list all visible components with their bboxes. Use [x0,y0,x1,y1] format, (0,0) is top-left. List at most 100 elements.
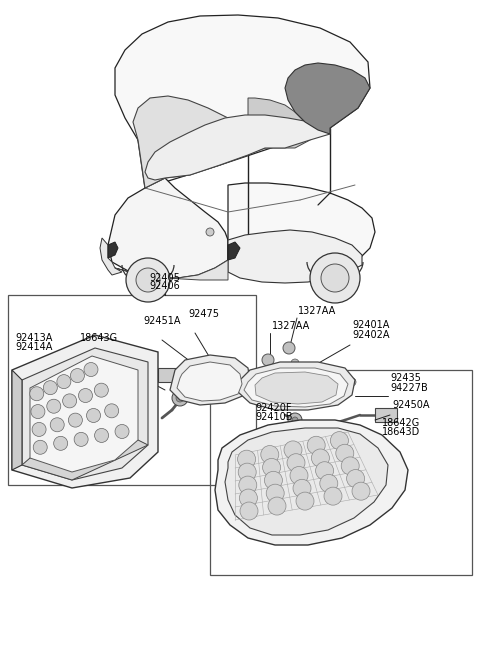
Circle shape [347,470,365,487]
Circle shape [115,424,129,438]
Circle shape [244,378,252,386]
Circle shape [310,253,360,303]
Polygon shape [133,96,265,188]
Circle shape [95,383,108,397]
Polygon shape [228,242,240,260]
Circle shape [352,482,370,500]
Text: 94227B: 94227B [390,383,428,393]
Circle shape [47,400,61,413]
Circle shape [324,487,342,505]
Text: 92414A: 92414A [15,342,52,352]
Text: 1327AA: 1327AA [298,306,336,316]
Circle shape [86,409,100,422]
Text: 92405: 92405 [150,273,180,283]
Polygon shape [108,242,118,258]
Circle shape [136,268,160,292]
Polygon shape [12,335,158,488]
Circle shape [74,432,88,446]
Circle shape [262,354,274,366]
Circle shape [263,458,281,476]
Circle shape [288,413,302,427]
Polygon shape [115,15,370,188]
Polygon shape [108,178,228,278]
Circle shape [68,413,83,427]
Circle shape [293,479,311,497]
Polygon shape [170,355,250,405]
Circle shape [172,390,188,406]
Text: 92410B: 92410B [255,412,292,422]
Polygon shape [177,362,242,401]
Circle shape [321,264,349,292]
Circle shape [30,386,44,401]
Text: 92420F: 92420F [255,403,291,413]
Circle shape [57,375,71,388]
Polygon shape [248,98,318,148]
Circle shape [320,474,338,493]
Circle shape [43,381,57,395]
Text: 18643D: 18643D [382,427,420,437]
Text: 92475: 92475 [188,309,219,319]
Polygon shape [228,230,362,283]
Circle shape [296,492,314,510]
Bar [210,370,472,575]
Circle shape [78,388,93,403]
Circle shape [341,457,359,475]
Polygon shape [30,356,138,472]
Circle shape [238,450,255,468]
Polygon shape [225,428,388,535]
Polygon shape [285,63,370,134]
Circle shape [54,436,68,451]
Polygon shape [12,370,22,470]
Circle shape [50,418,64,432]
Circle shape [266,484,284,502]
Circle shape [32,422,46,436]
Bar [8,295,256,485]
Circle shape [206,356,214,364]
Circle shape [240,502,258,520]
Polygon shape [115,260,228,280]
Polygon shape [244,368,348,407]
Circle shape [105,404,119,418]
Circle shape [283,342,295,354]
Circle shape [268,497,286,515]
Circle shape [240,489,257,507]
Polygon shape [22,440,148,480]
Circle shape [84,362,98,377]
Circle shape [71,369,84,383]
Circle shape [312,449,329,467]
Circle shape [33,440,47,455]
Circle shape [330,432,348,449]
Circle shape [126,258,170,302]
Circle shape [316,462,334,479]
Circle shape [261,445,279,464]
Text: 92402A: 92402A [352,330,389,340]
Text: 1327AA: 1327AA [272,321,310,331]
Text: 92435: 92435 [390,373,421,383]
Polygon shape [22,348,148,480]
Polygon shape [255,372,338,404]
Circle shape [348,378,356,386]
Text: 92401A: 92401A [352,320,389,330]
Text: 18643G: 18643G [80,333,118,343]
Polygon shape [215,420,408,545]
Circle shape [238,463,256,481]
Polygon shape [228,183,375,278]
Text: 92450A: 92450A [392,400,430,410]
Circle shape [287,454,305,472]
Circle shape [31,405,45,419]
Circle shape [336,444,354,462]
Bar [158,368,180,382]
Circle shape [264,472,282,489]
Circle shape [239,476,257,494]
Text: 18642G: 18642G [382,418,420,428]
Circle shape [290,466,308,485]
Bar [375,408,397,422]
Circle shape [241,374,249,382]
Text: 92413A: 92413A [15,333,52,343]
Polygon shape [145,115,330,180]
Circle shape [174,374,182,382]
Circle shape [307,436,325,455]
Polygon shape [238,362,355,410]
Circle shape [62,394,77,408]
Circle shape [206,228,214,236]
